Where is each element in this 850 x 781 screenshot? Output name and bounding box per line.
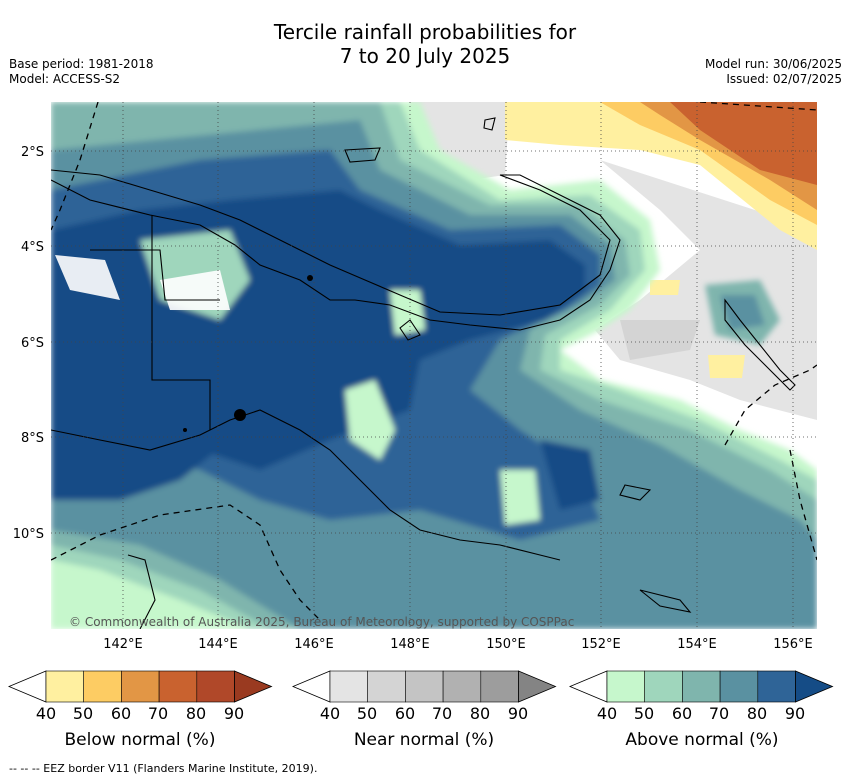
- probability-field: © Commonwealth of Australia 2025, Bureau…: [51, 102, 817, 629]
- lon-labels: 142°E 144°E 146°E 148°E 150°E 152°E 154°…: [103, 637, 813, 652]
- tick-label: 60: [110, 704, 132, 723]
- map-title: Tercile rainfall probabilities for 7 to …: [0, 20, 850, 68]
- colorbar-near-segment: [329, 670, 369, 703]
- lon-label: 146°E: [294, 637, 334, 652]
- tick-label: 70: [708, 704, 730, 723]
- lon-label: 152°E: [581, 637, 621, 652]
- colorbar-near-segment: [367, 670, 406, 703]
- tick-label: 60: [671, 704, 693, 723]
- colorbar-above-extend-low: [568, 670, 608, 703]
- footer-note: -- -- -- EEZ border V11 (Flanders Marine…: [9, 762, 318, 775]
- tick-label: 90: [507, 704, 529, 723]
- lon-label: 142°E: [103, 637, 143, 652]
- near-patch-east-2: [620, 320, 700, 360]
- tick-label: 60: [394, 704, 416, 723]
- colorbar-below-segment: [121, 670, 160, 703]
- tick-label: 90: [223, 704, 245, 723]
- model-name: Model: ACCESS-S2: [9, 72, 121, 86]
- colorbar-above-segment: [644, 670, 683, 703]
- tick-label: 40: [596, 704, 618, 723]
- colorbar-above-segment: [682, 670, 721, 703]
- title-line-1: Tercile rainfall probabilities for: [273, 20, 577, 44]
- issued-date: Issued: 02/07/2025: [726, 72, 842, 86]
- copyright-text: © Commonwealth of Australia 2025, Bureau…: [69, 615, 574, 629]
- islands: [183, 275, 313, 432]
- meta-left: Base period: 1981-2018 Model: ACCESS-S2: [9, 57, 154, 87]
- colorbar-near-segment: [480, 670, 519, 703]
- lat-label: 8°S: [21, 431, 44, 446]
- lat-label: 2°S: [21, 145, 44, 160]
- colorbar-near-extend-high: [518, 670, 557, 703]
- below-band-70: [670, 102, 817, 185]
- tick-label: 50: [633, 704, 655, 723]
- below-patch-bougainville: [708, 355, 745, 378]
- colorbar-above-segment: [757, 670, 796, 703]
- model-run: Model run: 30/06/2025: [704, 57, 842, 71]
- colorbar-below-segment: [45, 670, 85, 703]
- colorbar-above-extend-high: [795, 670, 834, 703]
- tick-label: 80: [185, 704, 207, 723]
- lat-label: 4°S: [21, 240, 44, 255]
- lon-label: 156°E: [773, 637, 813, 652]
- colorbar-below-title: Below normal (%): [64, 730, 216, 750]
- tick-label: 80: [746, 704, 768, 723]
- colorbar-below-extend-low: [7, 670, 47, 703]
- tick-label: 40: [35, 704, 57, 723]
- tick-label: 50: [72, 704, 94, 723]
- title-line-2: 7 to 20 July 2025: [339, 44, 511, 68]
- white-patch-west: [55, 255, 120, 300]
- coastlines: [51, 117, 796, 629]
- tick-label: 80: [469, 704, 491, 723]
- colorbar-below-segment: [83, 670, 122, 703]
- colorbar-below: [7, 670, 273, 703]
- colorbar-above-title: Above normal (%): [625, 730, 779, 750]
- tick-label: 50: [356, 704, 378, 723]
- colorbar-below-segment: [158, 670, 198, 703]
- above-bands: [51, 102, 817, 629]
- lat-label: 10°S: [13, 527, 44, 542]
- lat-labels: 2°S 4°S 6°S 8°S 10°S: [13, 145, 44, 542]
- lon-label: 144°E: [198, 637, 238, 652]
- lon-label: 154°E: [677, 637, 717, 652]
- colorbar-near-segment: [442, 670, 482, 703]
- colorbar-near: [291, 670, 557, 703]
- colorbar-near-segment: [405, 670, 444, 703]
- base-period: Base period: 1981-2018: [9, 57, 154, 71]
- colorbar-below-extend-high: [234, 670, 273, 703]
- lon-label: 148°E: [390, 637, 430, 652]
- below-patch-small: [650, 280, 680, 295]
- colorbar-near-extend-low: [291, 670, 331, 703]
- tick-label: 70: [147, 704, 169, 723]
- lat-label: 6°S: [21, 336, 44, 351]
- colorbar-near-title: Near normal (%): [353, 730, 495, 750]
- tick-label: 90: [784, 704, 806, 723]
- colorbar-above-segment: [719, 670, 759, 703]
- meta-right: Model run: 30/06/2025 Issued: 02/07/2025: [705, 57, 842, 87]
- tick-label: 70: [431, 704, 453, 723]
- tick-label: 40: [319, 704, 341, 723]
- colorbar-below-segment: [196, 670, 235, 703]
- colorbar-above: [568, 670, 834, 703]
- lon-label: 150°E: [486, 637, 526, 652]
- colorbar-above-segment: [606, 670, 646, 703]
